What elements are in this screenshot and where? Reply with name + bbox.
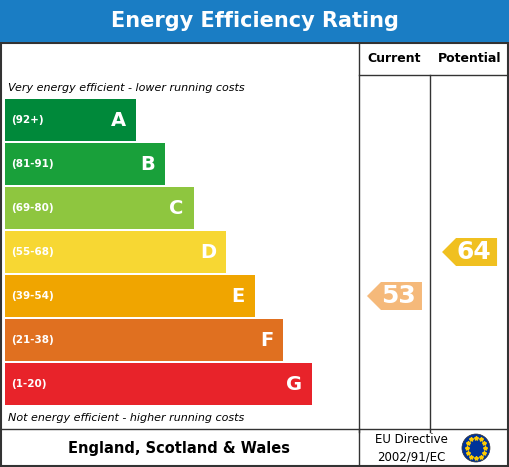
Text: (1-20): (1-20) — [11, 379, 46, 389]
Text: Very energy efficient - lower running costs: Very energy efficient - lower running co… — [8, 83, 245, 93]
Polygon shape — [442, 238, 497, 266]
Bar — [5, 275, 255, 317]
Circle shape — [462, 434, 490, 462]
Text: Not energy efficient - higher running costs: Not energy efficient - higher running co… — [8, 413, 244, 423]
Text: F: F — [260, 331, 273, 349]
Text: England, Scotland & Wales: England, Scotland & Wales — [68, 440, 291, 455]
Text: (92+): (92+) — [11, 115, 44, 125]
Text: G: G — [286, 375, 302, 394]
Text: EU Directive
2002/91/EC: EU Directive 2002/91/EC — [375, 433, 448, 463]
Text: B: B — [140, 155, 155, 174]
Text: (69-80): (69-80) — [11, 203, 53, 213]
Bar — [5, 99, 136, 141]
Text: Energy Efficiency Rating: Energy Efficiency Rating — [110, 11, 399, 31]
Text: (39-54): (39-54) — [11, 291, 54, 301]
Bar — [5, 231, 226, 273]
Text: Potential: Potential — [438, 52, 501, 65]
Text: (21-38): (21-38) — [11, 335, 54, 345]
Bar — [5, 319, 284, 361]
Text: (81-91): (81-91) — [11, 159, 53, 169]
Bar — [5, 143, 165, 185]
Text: A: A — [111, 111, 126, 129]
Text: 64: 64 — [456, 240, 491, 264]
Bar — [5, 187, 194, 229]
Text: E: E — [232, 286, 245, 305]
Text: D: D — [200, 242, 216, 262]
Bar — [0, 0, 509, 42]
Text: 53: 53 — [381, 284, 416, 308]
Text: C: C — [169, 198, 184, 218]
Polygon shape — [367, 282, 422, 310]
Text: Current: Current — [367, 52, 421, 65]
Bar — [5, 363, 312, 405]
Text: (55-68): (55-68) — [11, 247, 54, 257]
